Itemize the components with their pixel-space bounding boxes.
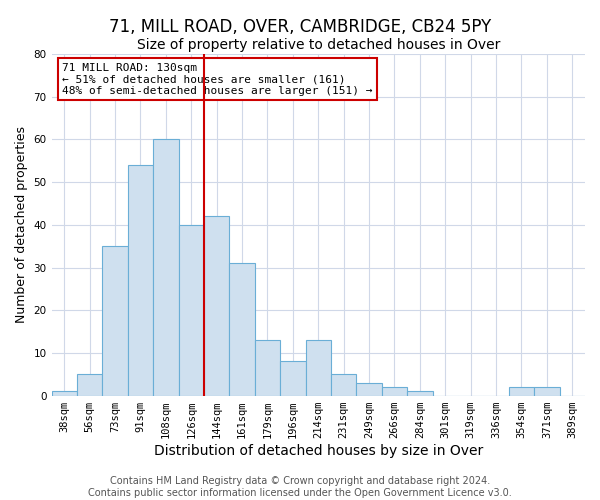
X-axis label: Distribution of detached houses by size in Over: Distribution of detached houses by size …: [154, 444, 483, 458]
Bar: [331, 374, 356, 396]
Bar: [407, 392, 433, 396]
Bar: [52, 392, 77, 396]
Bar: [153, 140, 179, 396]
Bar: [509, 387, 534, 396]
Bar: [534, 387, 560, 396]
Bar: [305, 340, 331, 396]
Text: Contains HM Land Registry data © Crown copyright and database right 2024.
Contai: Contains HM Land Registry data © Crown c…: [88, 476, 512, 498]
Bar: [255, 340, 280, 396]
Title: Size of property relative to detached houses in Over: Size of property relative to detached ho…: [137, 38, 500, 52]
Text: 71, MILL ROAD, OVER, CAMBRIDGE, CB24 5PY: 71, MILL ROAD, OVER, CAMBRIDGE, CB24 5PY: [109, 18, 491, 36]
Bar: [229, 263, 255, 396]
Y-axis label: Number of detached properties: Number of detached properties: [15, 126, 28, 324]
Bar: [179, 225, 204, 396]
Bar: [103, 246, 128, 396]
Bar: [356, 383, 382, 396]
Bar: [77, 374, 103, 396]
Bar: [204, 216, 229, 396]
Text: 71 MILL ROAD: 130sqm
← 51% of detached houses are smaller (161)
48% of semi-deta: 71 MILL ROAD: 130sqm ← 51% of detached h…: [62, 62, 373, 96]
Bar: [382, 387, 407, 396]
Bar: [128, 165, 153, 396]
Bar: [280, 362, 305, 396]
